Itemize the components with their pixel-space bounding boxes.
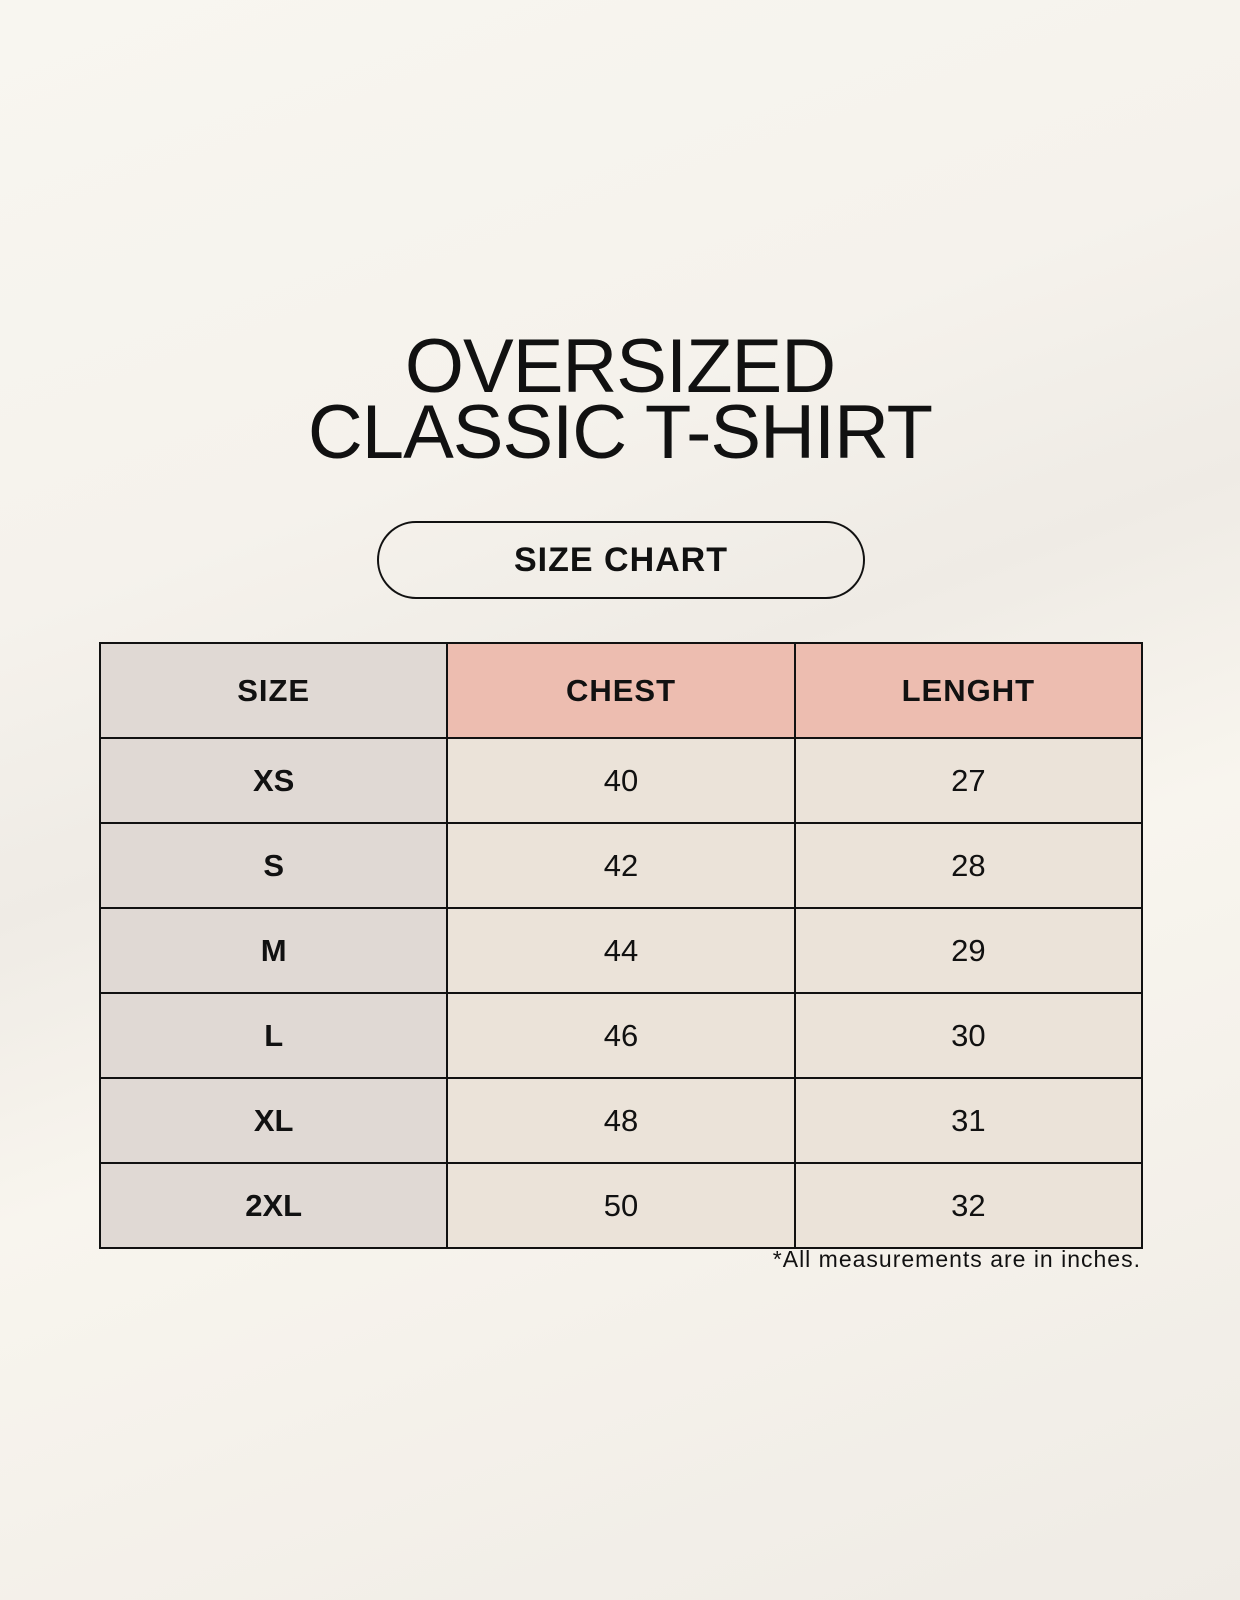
size-chart-label: SIZE CHART bbox=[514, 540, 728, 579]
title-line-1: OVERSIZED bbox=[404, 324, 836, 409]
cell-length: 29 bbox=[793, 907, 1144, 994]
table-row: XL 48 31 bbox=[98, 1077, 1144, 1164]
cell-size: M bbox=[98, 907, 449, 994]
cell-size: S bbox=[98, 822, 449, 909]
header-size: SIZE bbox=[98, 642, 449, 739]
header-row: SIZE CHEST LENGHT bbox=[98, 642, 1144, 739]
cell-size: L bbox=[98, 992, 449, 1079]
title-line-2: CLASSIC T-SHIRT bbox=[307, 390, 933, 475]
footnote: *All measurements are in inches. bbox=[772, 1246, 1141, 1272]
cell-size: XL bbox=[98, 1077, 449, 1164]
cell-chest: 48 bbox=[446, 1077, 796, 1164]
size-chart-badge: SIZE CHART bbox=[377, 521, 865, 599]
cell-chest: 50 bbox=[446, 1162, 796, 1249]
cell-chest: 44 bbox=[446, 907, 796, 994]
table-row: M 44 29 bbox=[98, 907, 1144, 994]
cell-chest: 40 bbox=[446, 737, 796, 824]
table-row: 2XL 50 32 bbox=[98, 1162, 1144, 1249]
table-row: S 42 28 bbox=[98, 822, 1144, 909]
cell-length: 32 bbox=[793, 1162, 1144, 1249]
cell-length: 27 bbox=[793, 737, 1144, 824]
cell-length: 28 bbox=[793, 822, 1144, 909]
cell-chest: 42 bbox=[446, 822, 796, 909]
header-length: LENGHT bbox=[793, 642, 1144, 739]
page-title: OVERSIZED CLASSIC T-SHIRT bbox=[0, 324, 1240, 475]
cell-size: XS bbox=[98, 737, 449, 824]
cell-length: 30 bbox=[793, 992, 1144, 1079]
cell-chest: 46 bbox=[446, 992, 796, 1079]
cell-size: 2XL bbox=[98, 1162, 449, 1249]
table-row: XS 40 27 bbox=[98, 737, 1144, 824]
size-table: SIZE CHEST LENGHT XS 40 27 S 42 28 M 44 29 L 46 30 X… bbox=[98, 642, 1144, 1249]
cell-length: 31 bbox=[793, 1077, 1144, 1164]
table-row: L 46 30 bbox=[98, 992, 1144, 1079]
header-chest: CHEST bbox=[446, 642, 796, 739]
